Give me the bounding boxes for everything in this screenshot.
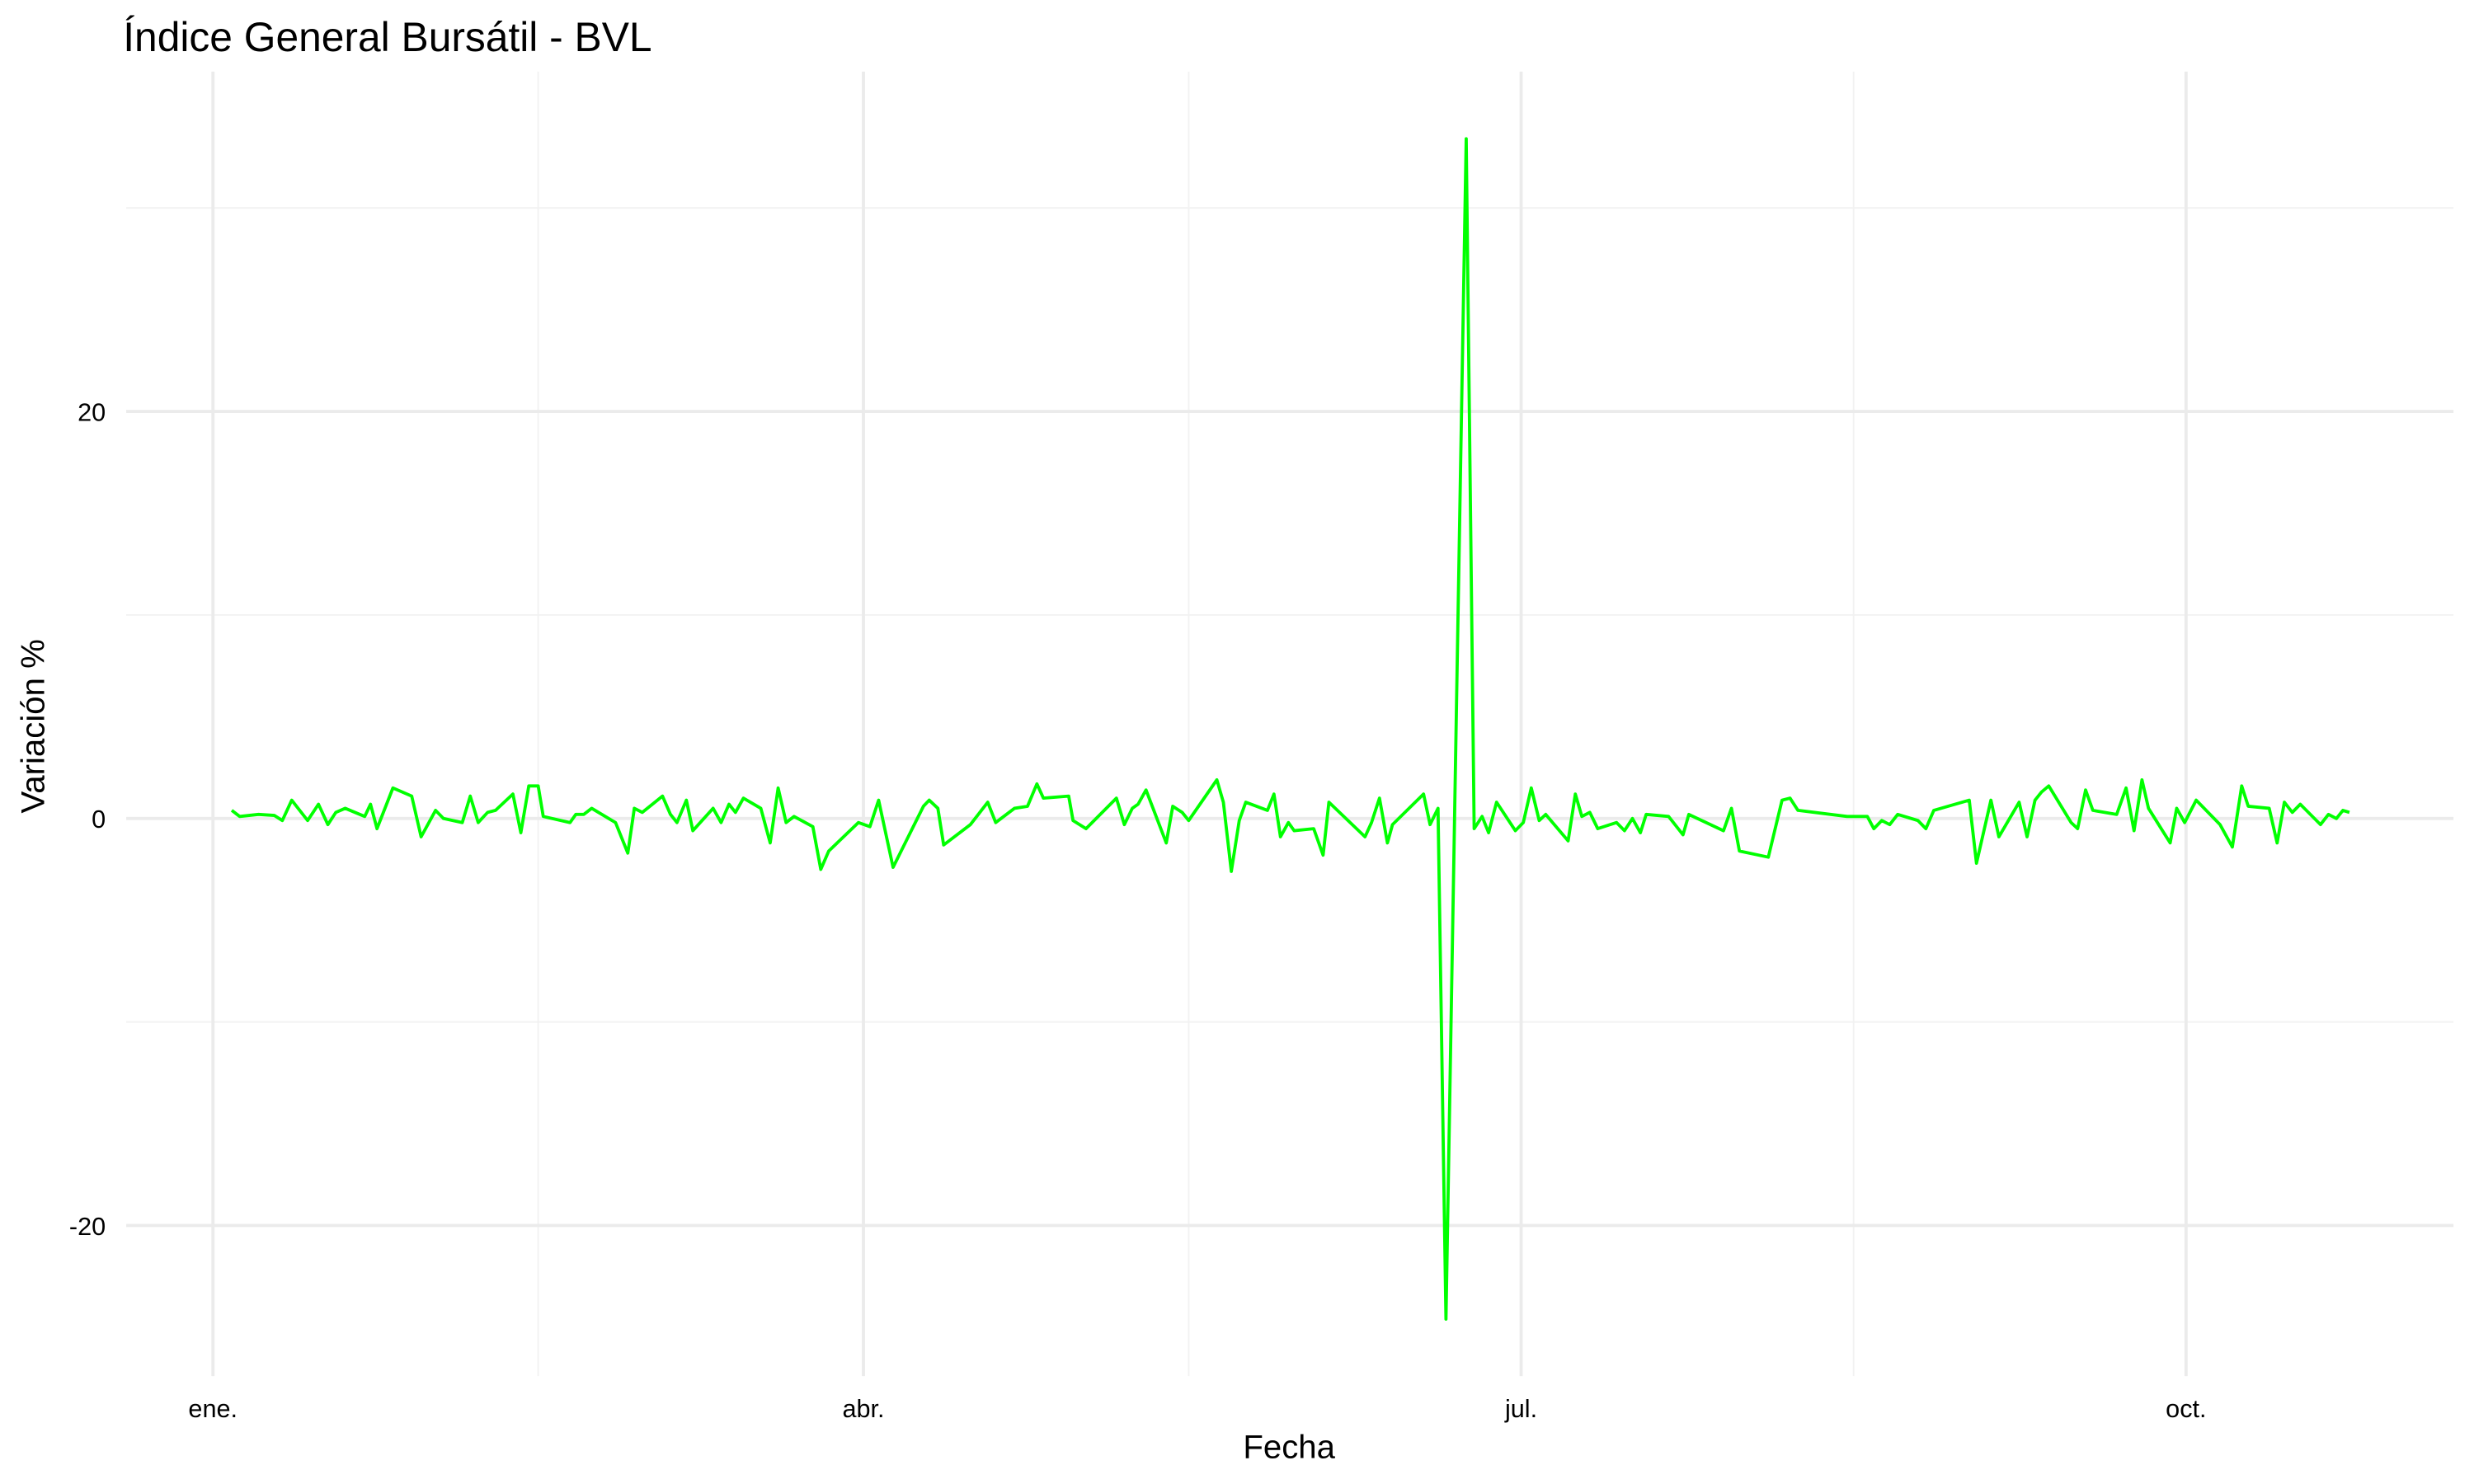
y-tick-label: 0: [92, 805, 106, 834]
data-line: [230, 137, 2350, 1321]
x-tick-label: ene.: [188, 1395, 238, 1423]
x-tick-label: jul.: [1504, 1395, 1537, 1423]
y-tick-label: 20: [78, 399, 106, 427]
x-tick-label: abr.: [842, 1395, 884, 1423]
chart-title: Índice General Bursátil - BVL: [123, 14, 651, 60]
y-axis-title: Variación %: [15, 639, 52, 813]
x-axis-title: Fecha: [1243, 1429, 1335, 1466]
y-tick-label: -20: [69, 1213, 106, 1241]
x-tick-label: oct.: [2166, 1395, 2206, 1423]
